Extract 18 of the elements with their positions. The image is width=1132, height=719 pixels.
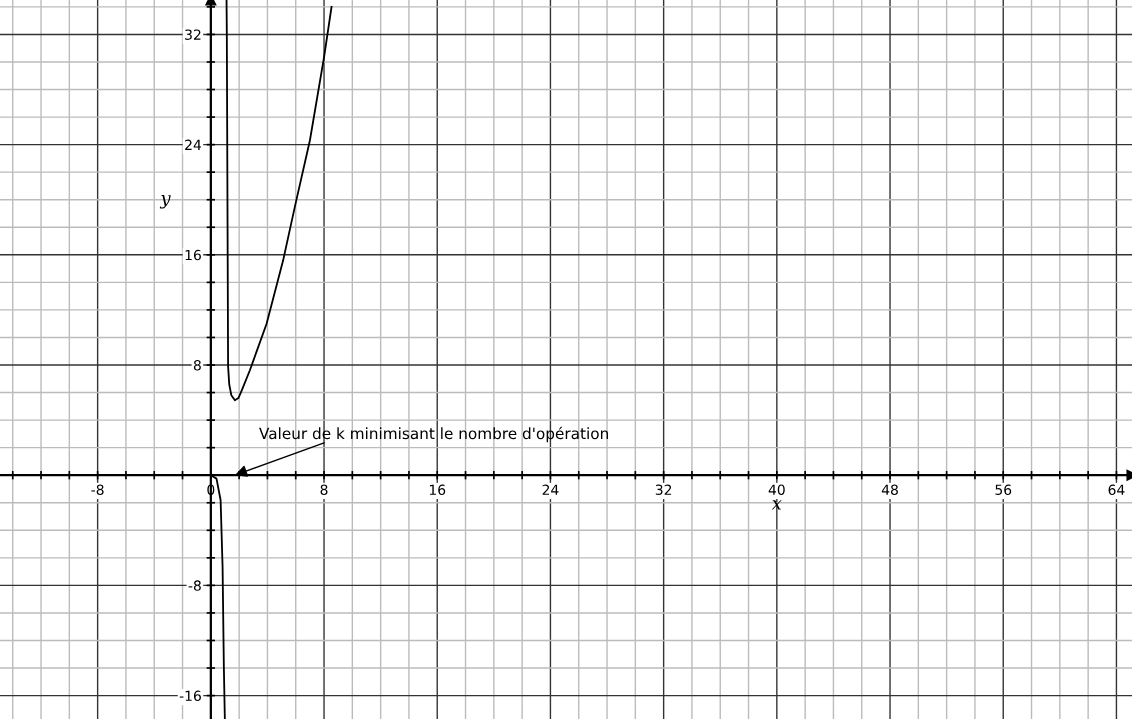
y-tick-label: 8 [193, 359, 201, 371]
y-tick-label: 32 [185, 29, 201, 40]
x-tick-label: 16 [429, 484, 446, 495]
x-tick-label: 8 [320, 484, 328, 495]
y-tick-label: -16 [179, 690, 201, 702]
x-axis-title: x [771, 500, 782, 510]
x-tick-label: 40 [768, 484, 785, 495]
x-tick-label: 56 [995, 484, 1012, 495]
x-tick-label: 24 [542, 484, 559, 495]
line-series [225, 0, 333, 402]
y-tick-label: -8 [188, 580, 201, 591]
x-tick-label: 64 [1108, 484, 1125, 495]
y-tick-label: 24 [185, 139, 202, 150]
x-tick-label: 48 [881, 484, 898, 495]
x-tick-label: -8 [91, 484, 104, 495]
x-tick-label: 32 [655, 484, 672, 495]
y-tick-label: 16 [185, 249, 201, 261]
y-axis-title: y [159, 195, 171, 209]
